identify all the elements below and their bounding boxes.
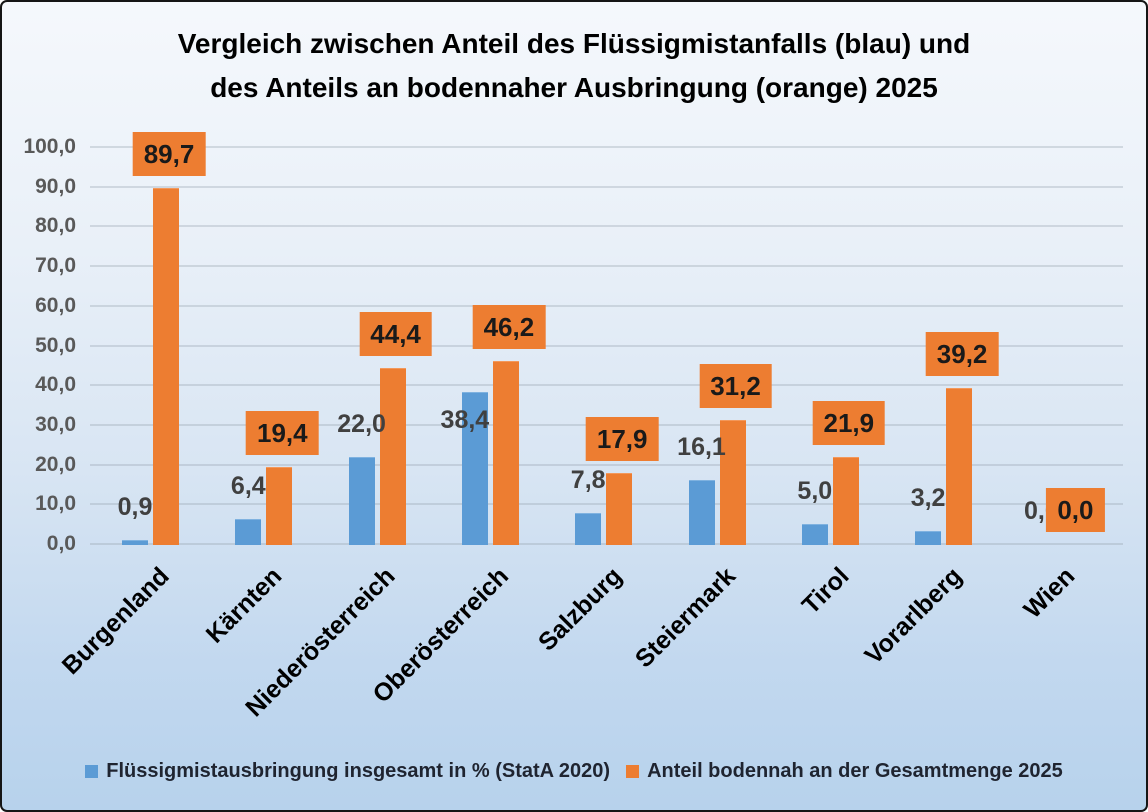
y-tick-label: 100,0 (23, 135, 76, 158)
value-label-blue: 16,1 (677, 433, 726, 462)
chart-title: Vergleich zwischen Anteil des Flüssigmis… (2, 22, 1146, 110)
y-tick-label: 90,0 (35, 174, 76, 198)
value-label-orange: 44,4 (359, 311, 432, 356)
bar-blue-salzburg (575, 513, 602, 545)
y-tick-label: 0,0 (46, 532, 76, 555)
value-label-orange: 0,0 (1046, 488, 1105, 532)
gridline (90, 265, 1123, 268)
bar-orange-vorarlberg (946, 388, 973, 545)
value-label-orange: 17,9 (585, 416, 659, 461)
value-label-orange: 19,4 (245, 410, 319, 455)
gridline (90, 344, 1123, 347)
y-tick-label: 30,0 (35, 412, 76, 436)
legend-item-orange: Anteil bodennah an der Gesamtmenge 2025 (626, 760, 1063, 783)
bar-orange-salzburg (606, 472, 633, 545)
chart-title-line1: Vergleich zwischen Anteil des Flüssigmis… (177, 28, 971, 59)
category-label-wien: Wien (1018, 562, 1081, 624)
bar-blue-steiermark (688, 480, 715, 545)
value-label-blue: 0,9 (117, 493, 153, 522)
gridline (90, 225, 1123, 228)
category-label-kärnten: Kärnten (201, 562, 288, 649)
bar-blue-niederösterreich (348, 456, 375, 545)
legend: Flüssigmistausbringung insgesamt in % (S… (2, 760, 1146, 783)
category-label-tirol: Tirol (796, 562, 855, 620)
bar-orange-tirol (832, 457, 859, 545)
legend-label-blue: Flüssigmistausbringung insgesamt in % (S… (106, 760, 611, 782)
category-label-steiermark: Steiermark (629, 562, 741, 674)
y-tick-label: 50,0 (35, 333, 76, 357)
y-tick-label: 80,0 (35, 214, 76, 238)
bar-blue-oberösterreich (461, 391, 488, 545)
bar-orange-niederösterreich (379, 367, 406, 545)
gridline (90, 146, 1123, 148)
value-label-blue: 5,0 (797, 477, 833, 506)
y-tick-label: 10,0 (35, 492, 76, 516)
gridline (90, 185, 1123, 188)
gridline (90, 463, 1123, 466)
value-label-blue: 22,0 (337, 409, 386, 438)
y-tick-label: 40,0 (35, 373, 76, 397)
value-label-blue: 3,2 (910, 484, 946, 513)
legend-item-blue: Flüssigmistausbringung insgesamt in % (S… (85, 760, 610, 783)
bar-orange-oberösterreich (492, 360, 519, 545)
category-label-burgenland: Burgenland (56, 562, 175, 681)
gridline (90, 384, 1123, 387)
value-label-orange: 46,2 (472, 304, 546, 349)
chart-title-line2: des Anteils an bodennaher Ausbringung (o… (210, 72, 938, 103)
legend-swatch-blue-icon (85, 765, 99, 778)
value-label-blue: 7,8 (570, 466, 606, 495)
value-label-orange: 31,2 (699, 364, 772, 409)
bar-blue-kärnten (235, 518, 262, 545)
gridline (90, 304, 1123, 307)
bar-blue-vorarlberg (915, 531, 942, 545)
category-label-salzburg: Salzburg (533, 562, 628, 657)
y-tick-label: 70,0 (35, 254, 76, 278)
y-tick-label: 20,0 (35, 452, 76, 476)
value-label-orange: 21,9 (812, 401, 886, 446)
value-label-blue: 6,4 (230, 471, 266, 500)
bar-blue-burgenland (122, 540, 148, 545)
value-label-orange: 39,2 (925, 332, 999, 377)
value-label-orange: 89,7 (132, 131, 206, 176)
value-label-blue: 38,4 (440, 405, 490, 434)
category-label-vorarlberg: Vorarlberg (859, 562, 968, 670)
bar-orange-kärnten (266, 466, 293, 545)
bar-blue-tirol (801, 524, 828, 545)
bar-orange-burgenland (153, 187, 179, 545)
legend-swatch-orange-icon (626, 765, 640, 778)
y-tick-label: 60,0 (35, 293, 76, 317)
legend-label-orange: Anteil bodennah an der Gesamtmenge 2025 (647, 760, 1063, 782)
bar-orange-steiermark (719, 420, 746, 545)
